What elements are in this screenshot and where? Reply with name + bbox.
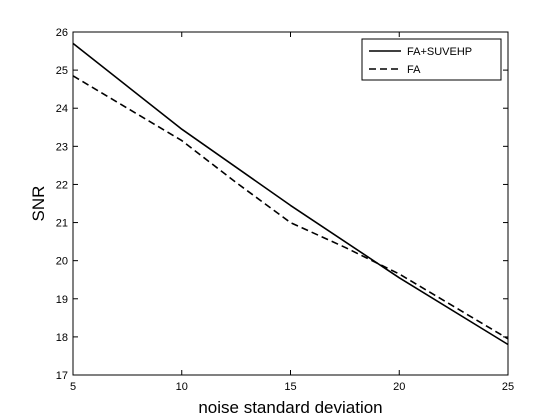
y-tick-label: 24 [56,103,68,115]
x-tick-label: 25 [502,381,514,393]
x-tick-label: 10 [176,381,188,393]
x-tick-label: 20 [393,381,405,393]
y-tick-label: 20 [56,256,68,268]
y-tick-label: 21 [56,218,68,230]
y-tick-label: 19 [56,294,68,306]
y-tick-label: 26 [56,27,68,39]
x-tick-label: 15 [284,381,296,393]
x-tick-label: 5 [70,381,76,393]
y-tick-label: 25 [56,65,68,77]
x-axis: 5 10 15 20 25 [70,32,514,393]
legend: FA+SUVEHP FA [361,38,502,81]
plot-area [72,31,509,376]
y-tick-label: 18 [56,332,68,344]
y-axis-title: SNR [29,186,48,222]
y-tick-label: 23 [56,141,68,153]
y-axis: 17 18 19 20 21 22 23 24 25 26 [56,27,508,382]
legend-label-fa-suvehp: FA+SUVEHP [407,46,472,58]
legend-label-fa: FA [407,64,421,76]
y-tick-label: 17 [56,370,68,382]
y-tick-label: 22 [56,179,68,191]
x-axis-title: noise standard deviation [198,398,382,417]
series-line-fa [72,75,509,340]
series-layer [72,42,509,346]
series-line-fa-suvehp [72,42,509,346]
legend-box [361,38,502,81]
